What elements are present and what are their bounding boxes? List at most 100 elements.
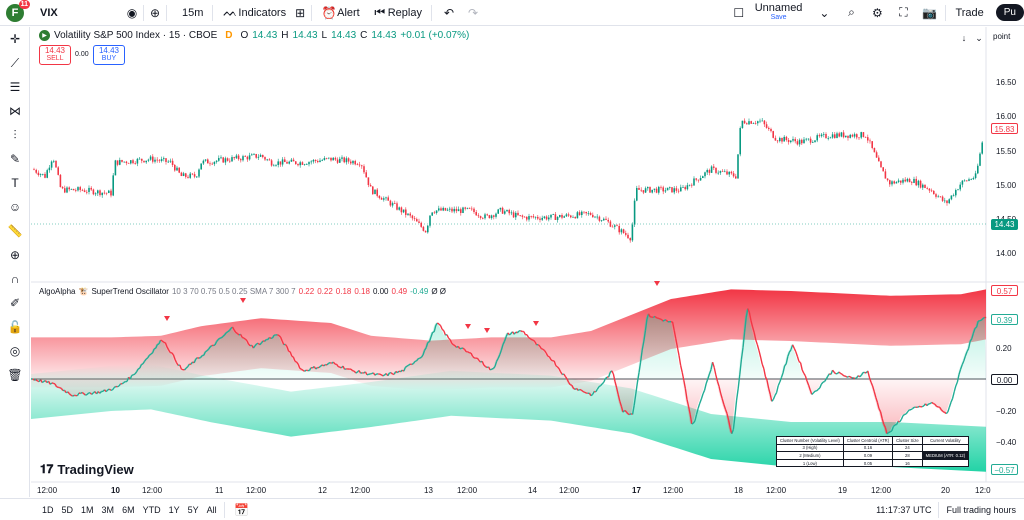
sell-button[interactable]: 14.43 SELL: [39, 45, 71, 65]
chart-pane[interactable]: ▶ Volatility S&P 500 Index · 15 · CBOE D…: [31, 27, 1024, 497]
symbol-search[interactable]: VIX: [36, 4, 116, 22]
osc-segment: [691, 422, 694, 425]
candle-body: [246, 156, 249, 160]
utc-clock[interactable]: 11:17:37 UTC: [876, 504, 932, 515]
user-avatar[interactable]: F 11: [6, 0, 30, 22]
osc-segment: [955, 381, 959, 387]
candle-body: [812, 142, 814, 143]
redo-icon[interactable]: ↷: [467, 5, 479, 20]
trade-button[interactable]: Trade: [949, 0, 989, 26]
ruler-tool[interactable]: 📏: [0, 219, 30, 243]
candle-body: [440, 208, 442, 211]
osc-segment: [576, 387, 579, 391]
zoom-tool[interactable]: ⊕: [0, 243, 30, 267]
scale-mode-label[interactable]: point: [993, 32, 1011, 41]
settings-gear-icon[interactable]: ⚙: [872, 5, 883, 20]
tradingview-watermark[interactable]: 𝟏𝟕 TradingView: [40, 462, 134, 477]
range-6m[interactable]: 6M: [122, 504, 135, 515]
candle-body: [805, 138, 807, 140]
main-legend: ▶ Volatility S&P 500 Index · 15 · CBOE D…: [39, 30, 469, 41]
candle-body: [88, 187, 90, 192]
candle-body: [886, 178, 889, 181]
calendar-range-icon[interactable]: 📅: [234, 502, 250, 517]
osc-segment: [942, 410, 945, 413]
spread-value: 0.00: [75, 51, 89, 58]
range-3m[interactable]: 3M: [101, 504, 115, 515]
osc-segment: [107, 388, 110, 391]
candle-body: [237, 155, 240, 160]
watch-eye-icon[interactable]: ◉: [126, 5, 138, 20]
table-row: 2 (Medium) 0.09 28 MEDIUM (ATR: 0.12): [776, 451, 970, 460]
lock-tool[interactable]: 🔓: [0, 315, 30, 339]
candle-body: [878, 157, 880, 162]
download-icon[interactable]: ↓: [961, 33, 967, 43]
candle-body: [517, 212, 519, 216]
range-1y[interactable]: 1Y: [168, 504, 180, 515]
candle-body: [682, 187, 684, 188]
layout-name-button[interactable]: Unnamed Save: [755, 2, 803, 23]
indicators-button[interactable]: ᨓ Indicators: [216, 0, 292, 26]
price-tick: 16.50: [996, 78, 1017, 87]
candle-body: [651, 189, 653, 193]
candle-body: [79, 187, 81, 190]
osc-segment: [799, 362, 803, 371]
osc-segment: [390, 372, 394, 375]
range-5d[interactable]: 5D: [61, 504, 74, 515]
pattern-tool[interactable]: ⋈: [0, 99, 30, 123]
osc-segment: [494, 361, 498, 367]
fib-tool[interactable]: ⫶: [0, 123, 30, 147]
range-1m[interactable]: 1M: [81, 504, 94, 515]
layout-checkbox-icon[interactable]: ☐: [733, 5, 745, 20]
candle-body: [486, 214, 488, 216]
osc-segment: [428, 336, 432, 342]
osc-segment: [412, 360, 416, 365]
osc-segment: [601, 381, 605, 385]
osc-segment: [381, 374, 384, 377]
replay-button[interactable]: ⏮ Replay: [366, 0, 428, 26]
add-symbol-icon[interactable]: ⊕: [149, 5, 161, 20]
candle-body: [735, 176, 737, 179]
candle-body: [759, 120, 761, 122]
magnet-tool[interactable]: ∩: [0, 267, 30, 291]
crosshair-tool[interactable]: ✛: [0, 27, 30, 51]
candle-body: [719, 171, 722, 173]
symbol-title[interactable]: Volatility S&P 500 Index · 15 · CBOE: [54, 30, 218, 41]
candle-body: [741, 120, 744, 129]
osc-red-fill: [31, 379, 986, 434]
camera-icon[interactable]: 📷: [921, 5, 937, 20]
text-tool[interactable]: T: [0, 171, 30, 195]
trendline-tool[interactable]: ⟋: [0, 51, 30, 75]
osc-segment: [244, 338, 248, 342]
range-ytd[interactable]: YTD: [142, 504, 161, 515]
osc-segment: [187, 363, 190, 367]
buy-button[interactable]: 14.43 BUY: [93, 45, 125, 65]
candle-body: [279, 161, 282, 165]
alert-button[interactable]: ⏰ Alert: [315, 0, 366, 26]
range-all[interactable]: All: [206, 504, 217, 515]
candle-body: [350, 161, 352, 164]
osc-segment: [302, 369, 305, 372]
lock-drawing-tool[interactable]: ✐: [0, 291, 30, 315]
horizontal-lines-tool[interactable]: ☰: [0, 75, 30, 99]
osc-segment: [734, 399, 738, 416]
remove-tool[interactable]: 🗑: [0, 363, 30, 387]
osc-segment: [420, 354, 424, 358]
oscillator-legend[interactable]: AlgoAlpha 🐮 SuperTrend Oscillator 10 3 7…: [39, 287, 446, 296]
chevron-down-icon[interactable]: ⌄: [819, 5, 830, 20]
undo-icon[interactable]: ↶: [443, 5, 455, 20]
candle-body: [218, 158, 220, 161]
interval-button[interactable]: 15m: [176, 0, 209, 26]
range-5y[interactable]: 5Y: [187, 504, 199, 515]
range-1d[interactable]: 1D: [42, 504, 54, 515]
publish-button[interactable]: Pu: [995, 4, 1024, 21]
candle-body: [752, 123, 755, 124]
brush-tool[interactable]: ✎: [0, 147, 30, 171]
emoji-tool[interactable]: ☺: [0, 195, 30, 219]
templates-grid-icon[interactable]: ⊞: [295, 5, 306, 20]
chevron-down-icon[interactable]: ⌄: [975, 32, 983, 43]
fullscreen-icon[interactable]: ⛶: [899, 5, 908, 19]
visibility-tool[interactable]: ◎: [0, 339, 30, 363]
quick-search-icon[interactable]: ⌕: [848, 5, 855, 19]
chart-canvas[interactable]: [31, 27, 1024, 497]
session-selector[interactable]: Full trading hours: [946, 504, 1016, 515]
